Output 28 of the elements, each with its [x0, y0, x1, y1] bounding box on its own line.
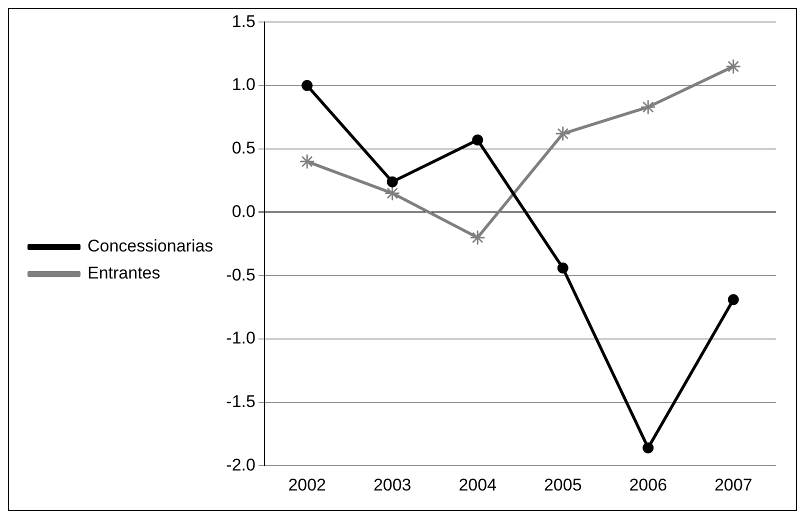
x-tick-label: 2005 [544, 475, 582, 494]
legend-label: Entrantes [88, 264, 160, 283]
point [555, 126, 571, 142]
x-tick-label: 2003 [373, 475, 412, 494]
y-tick-label: 1.5 [232, 12, 256, 31]
point [472, 134, 484, 146]
legend-label: Concessionarias [88, 236, 214, 256]
x-tick-label: 2006 [629, 475, 668, 494]
point [726, 58, 742, 74]
point [728, 294, 739, 306]
point [557, 262, 568, 274]
point [640, 99, 656, 115]
y-tick-label: -1.5 [226, 392, 256, 411]
point [384, 185, 400, 201]
point [299, 154, 315, 170]
y-tick-label: 0.5 [232, 138, 256, 158]
x-tick-label: 2004 [458, 475, 497, 494]
y-tick-label: 0.0 [232, 202, 256, 221]
x-tick-label: 2007 [714, 475, 752, 494]
point [386, 176, 398, 188]
y-tick-label: 1.0 [232, 75, 256, 94]
y-tick-label: -2.0 [226, 455, 256, 474]
point [470, 230, 486, 246]
y-tick-label: -1.0 [226, 328, 256, 348]
point [642, 442, 654, 454]
y-tick-label: -0.5 [226, 265, 256, 284]
x-tick-label: 2002 [288, 475, 326, 494]
point [302, 80, 313, 92]
